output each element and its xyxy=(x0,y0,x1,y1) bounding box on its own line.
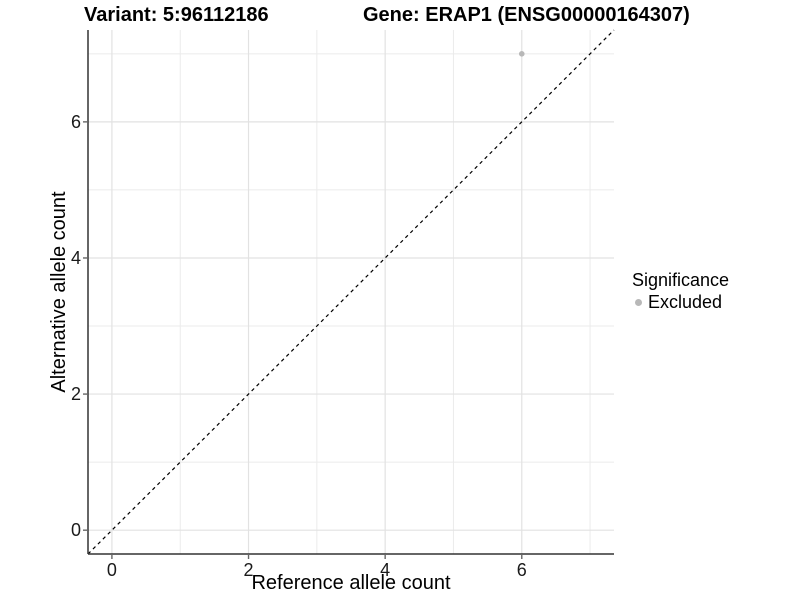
tick-marks xyxy=(83,121,523,559)
data-point xyxy=(518,51,525,57)
legend: Significance Excluded xyxy=(632,270,729,313)
axis-lines xyxy=(87,30,614,555)
legend-item-label: Excluded xyxy=(648,291,723,312)
x-tick-label: 2 xyxy=(243,560,254,580)
x-tick-label: 0 xyxy=(106,560,117,580)
y-tick-label: 0 xyxy=(70,520,81,541)
reference-line-group xyxy=(87,29,615,555)
identity-line xyxy=(87,29,615,555)
x-tick-label: 4 xyxy=(380,560,391,580)
legend-title: Significance xyxy=(632,270,730,290)
plot-title-variant: Variant: 5:96112186 xyxy=(84,4,269,26)
legend-item-excluded: Excluded xyxy=(632,291,729,313)
y-tick-label: 2 xyxy=(70,384,81,405)
grid-minor xyxy=(88,30,614,554)
y-axis-title: Alternative allele count xyxy=(48,191,70,393)
grid-major xyxy=(88,30,614,554)
data-points xyxy=(518,51,525,57)
plot-title-gene: Gene: ERAP1 (ENSG00000164307) xyxy=(363,4,690,26)
y-tick-label: 6 xyxy=(70,111,81,132)
y-tick-label: 4 xyxy=(70,247,81,268)
x-tick-label: 6 xyxy=(516,560,527,580)
legend-key-dot xyxy=(635,298,642,306)
x-axis-title: Reference allele count xyxy=(251,572,451,594)
